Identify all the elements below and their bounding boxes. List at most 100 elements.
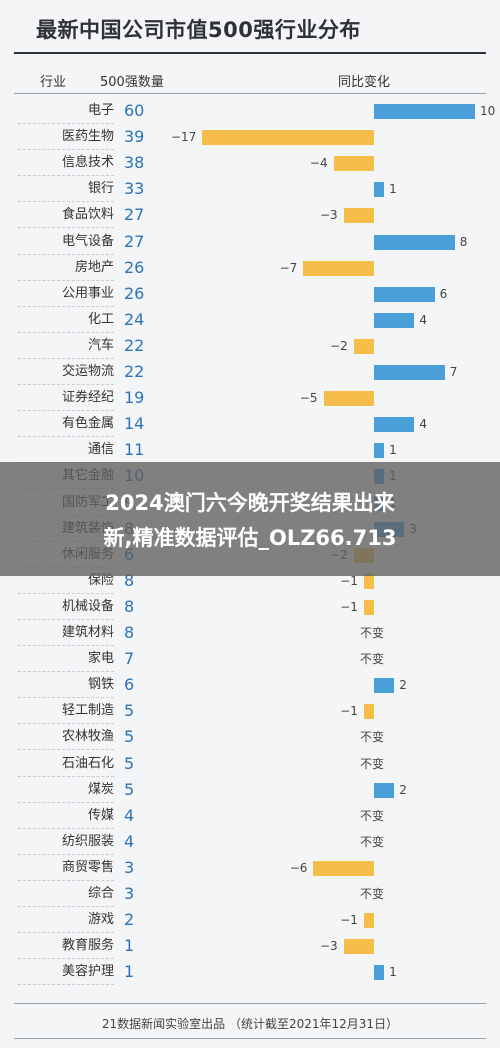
row-divider — [18, 253, 114, 255]
industry-label: 纺织服装 — [61, 833, 114, 849]
industry-label: 建筑材料 — [61, 625, 114, 640]
industry-label: 化工 — [87, 311, 114, 327]
industry-label: 证券经纪 — [61, 390, 114, 406]
change-value-label: 2 — [399, 782, 407, 797]
row-divider — [18, 357, 114, 359]
table-row: 通信 11 1 — [0, 437, 500, 464]
industry-label: 游戏 — [87, 912, 114, 928]
count-value: 27 — [124, 231, 145, 251]
change-value-label: −6 — [289, 860, 308, 875]
table-row: 化工 24 4 — [0, 307, 500, 333]
row-divider — [18, 932, 114, 934]
count-value: 8 — [124, 596, 135, 616]
change-bar — [374, 234, 455, 250]
table-row: 石油石化 5 不变 — [0, 751, 500, 777]
change-bar — [363, 573, 374, 589]
row-divider — [18, 801, 114, 803]
chart-rows: 电子 60 10 医药生物 39 −17 信息技术 38 −4 银行 33 1 食品饮料 27 −3 电气设备… — [0, 98, 500, 986]
change-bar — [374, 965, 385, 981]
count-value: 39 — [124, 127, 145, 147]
change-value-label: 4 — [419, 312, 428, 327]
industry-label: 煤炭 — [87, 781, 114, 797]
count-value: 14 — [124, 414, 145, 434]
table-row: 煤炭 5 2 — [0, 777, 500, 803]
row-divider — [18, 906, 114, 907]
count-value: 3 — [124, 857, 135, 877]
row-divider — [18, 958, 114, 960]
industry-label: 汽车 — [87, 337, 114, 353]
footer-divider-bottom — [14, 1038, 486, 1039]
industry-label: 农林牧渔 — [61, 729, 114, 745]
column-header-count: 500强数量 — [100, 75, 164, 90]
row-divider — [18, 618, 114, 620]
change-bar — [363, 913, 374, 929]
chart-title: 最新中国公司市值500强行业分布 — [36, 18, 361, 42]
change-bar — [374, 417, 415, 433]
industry-label: 轻工制造 — [61, 703, 114, 719]
industry-label: 传媒 — [87, 807, 114, 823]
table-row: 教育服务 1 −3 — [0, 933, 500, 960]
change-bar — [374, 782, 395, 798]
industry-label: 有色金属 — [61, 416, 114, 432]
row-divider — [18, 697, 114, 699]
header-divider — [14, 93, 486, 94]
table-row: 家电 7 不变 — [0, 646, 500, 673]
count-value: 26 — [124, 283, 145, 303]
row-divider — [18, 227, 114, 229]
change-bar — [343, 208, 374, 224]
row-divider — [18, 305, 114, 307]
change-value-label: 10 — [480, 104, 496, 118]
change-bar — [303, 260, 374, 276]
count-value: 33 — [124, 179, 145, 199]
table-row: 游戏 2 −1 — [0, 907, 500, 934]
table-row: 美容护理 1 1 — [0, 959, 500, 986]
count-value: 11 — [124, 440, 145, 460]
column-header-change: 同比变化 — [338, 75, 391, 90]
no-change-label: 不变 — [360, 652, 385, 667]
change-value-label: 2 — [399, 678, 407, 693]
change-value-label: 8 — [459, 234, 468, 249]
change-bar — [363, 704, 374, 720]
change-value-label: 1 — [389, 182, 397, 197]
row-divider — [18, 123, 114, 124]
industry-label: 银行 — [87, 181, 114, 197]
change-value-label: −1 — [340, 704, 358, 719]
table-row: 电气设备 27 8 — [0, 229, 500, 255]
change-value-label: 4 — [419, 417, 428, 432]
overlay-banner — [0, 462, 500, 576]
footer-credit: 21数据新闻实验室出品 （统计截至2021年12月31日） — [101, 1017, 399, 1031]
count-value: 8 — [124, 570, 135, 590]
row-divider — [18, 723, 114, 725]
industry-label: 交运物流 — [61, 364, 114, 379]
no-change-label: 不变 — [360, 834, 385, 849]
count-value: 22 — [124, 362, 145, 381]
change-value-label: −5 — [299, 391, 318, 406]
row-divider — [18, 775, 114, 777]
change-value-label: −4 — [309, 156, 328, 171]
count-value: 27 — [124, 205, 145, 225]
table-row: 商贸零售 3 −6 — [0, 855, 500, 881]
row-divider — [18, 331, 114, 333]
table-row: 银行 33 1 — [0, 176, 500, 203]
row-divider — [18, 645, 114, 646]
table-row: 建筑材料 8 不变 — [0, 620, 500, 646]
change-value-label: −17 — [170, 130, 197, 145]
change-bar — [374, 312, 415, 328]
industry-label: 家电 — [87, 651, 114, 667]
row-divider — [18, 436, 114, 438]
overlay-line-1: 2024澳门六今晚开奖结果出来 — [105, 491, 395, 515]
industry-label: 电气设备 — [61, 233, 114, 249]
count-value: 3 — [124, 884, 135, 903]
change-bar — [374, 443, 385, 459]
change-value-label: −1 — [340, 913, 358, 928]
row-divider — [18, 279, 114, 281]
change-bar — [313, 860, 374, 876]
table-row: 信息技术 38 −4 — [0, 150, 500, 177]
change-bar — [374, 365, 445, 380]
footer-divider-top — [14, 1003, 486, 1004]
change-bar — [343, 939, 374, 955]
industry-label: 钢铁 — [87, 677, 114, 693]
table-row: 钢铁 6 2 — [0, 672, 500, 699]
industry-label: 综合 — [87, 886, 114, 901]
count-value: 22 — [124, 335, 145, 355]
